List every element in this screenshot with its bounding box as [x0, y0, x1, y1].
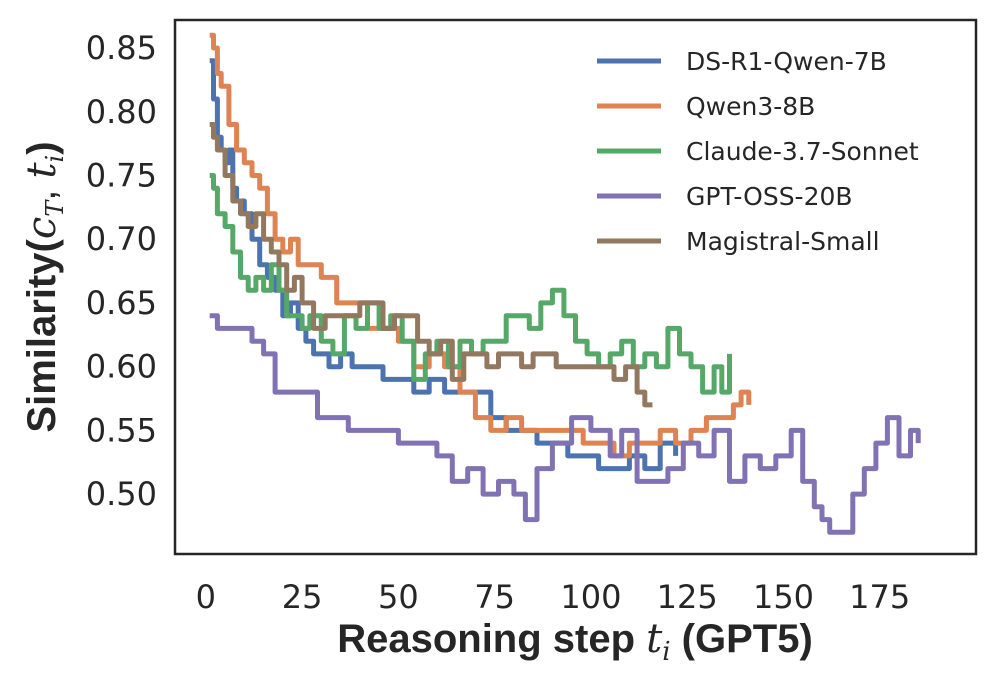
y-axis-title-var-t: t	[19, 162, 65, 179]
y-tick-label: 0.70	[86, 220, 157, 258]
y-axis-title-var-c: c	[19, 217, 65, 239]
y-axis-title-sub-t: T	[41, 199, 69, 217]
y-axis-title-close: )	[20, 141, 64, 154]
x-tick-label: 75	[474, 578, 515, 616]
y-tick-label: 0.55	[86, 411, 157, 449]
y-tick-label: 0.75	[86, 157, 157, 195]
legend-label-claude-3-7-sonnet: Claude-3.7-Sonnet	[686, 137, 919, 166]
x-tick-label: 175	[849, 578, 910, 616]
y-tick-labels: 0.50 0.55 0.60 0.65 0.70 0.75 0.80 0.85	[86, 29, 157, 513]
x-axis-title-suffix: (GPT5)	[671, 617, 813, 661]
y-axis-title: Similarity(cT, ti)	[19, 141, 69, 432]
series-line-gpt-oss-20b	[209, 313, 921, 535]
plot-frame	[173, 18, 978, 556]
y-tick-label: 0.65	[86, 284, 157, 322]
legend-label-magistral-small: Magistral-Small	[686, 227, 880, 256]
legend-label-gpt-oss-20b: GPT-OSS-20B	[686, 182, 853, 211]
legend-label-qwen3-8b: Qwen3-8B	[686, 92, 815, 121]
x-tick-label: 0	[196, 578, 216, 616]
y-tick-label: 0.50	[86, 475, 157, 513]
series-line-qwen3-8b	[209, 32, 752, 459]
x-tick-label: 50	[378, 578, 419, 616]
y-axis-title-prefix: Similarity(	[20, 239, 64, 433]
x-axis-title-var: t	[646, 616, 663, 662]
series-layer	[209, 32, 921, 535]
y-tick-label: 0.80	[86, 93, 157, 131]
x-tick-label: 150	[753, 578, 814, 616]
x-axis-title: Reasoning step ti (GPT5)	[337, 616, 813, 667]
x-axis-title-sub: i	[662, 637, 670, 667]
y-axis-title-sub-i: i	[41, 155, 69, 163]
x-tick-label: 25	[282, 578, 323, 616]
series-line-magistral-small	[209, 122, 653, 408]
x-axis-title-prefix: Reasoning step	[337, 617, 646, 661]
legend-label-ds-r1-qwen-7b: DS-R1-Qwen-7B	[686, 47, 887, 76]
x-tick-labels: 0 25 50 75 100 125 150 175	[196, 578, 911, 616]
y-tick-label: 0.85	[86, 29, 157, 67]
x-tick-label: 125	[657, 578, 718, 616]
y-tick-label: 0.60	[86, 348, 157, 386]
legend: DS-R1-Qwen-7B Qwen3-8B Claude-3.7-Sonnet GP…	[597, 47, 919, 256]
x-tick-label: 100	[560, 578, 621, 616]
y-axis-title-comma: ,	[20, 179, 64, 201]
